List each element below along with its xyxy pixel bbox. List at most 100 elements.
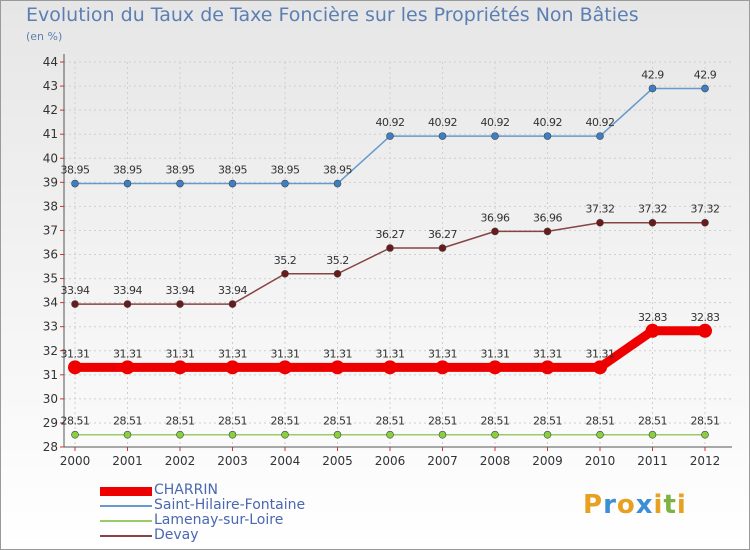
point-devay <box>176 300 184 308</box>
data-label-devay: 33.94 <box>61 284 90 297</box>
logo-letter: P <box>583 490 604 520</box>
y-tick-label: 39 <box>43 175 58 189</box>
data-label-lamenay-sur-loire: 28.51 <box>61 415 90 428</box>
point-lamenay-sur-loire <box>543 430 552 439</box>
point-devay <box>491 227 499 236</box>
data-label-charrin: 31.31 <box>586 347 615 360</box>
point-lamenay-sur-loire <box>701 430 709 439</box>
data-label-lamenay-sur-loire: 28.51 <box>166 415 195 428</box>
x-tick-label: 2010 <box>585 454 616 468</box>
point-saint-hilaire-fontaine <box>701 84 709 93</box>
data-label-lamenay-sur-loire: 28.51 <box>113 415 142 428</box>
data-label-devay: 36.27 <box>428 228 457 241</box>
grid <box>64 61 732 448</box>
data-label-devay: 36.27 <box>376 228 405 241</box>
data-label-saint-hilaire-fontaine: 38.95 <box>166 164 195 177</box>
point-saint-hilaire-fontaine <box>386 132 394 140</box>
point-saint-hilaire-fontaine <box>176 179 184 188</box>
logo-letter: i <box>676 490 687 520</box>
point-charrin <box>120 360 135 375</box>
data-label-saint-hilaire-fontaine: 42.9 <box>694 68 717 81</box>
chart-title: Evolution du Taux de Taxe Foncière sur l… <box>26 4 639 26</box>
point-charrin <box>225 360 240 375</box>
legend-label: CHARRIN <box>154 482 218 498</box>
logo-letter: t <box>663 490 677 520</box>
legend-swatch <box>100 486 152 496</box>
point-devay <box>543 227 552 236</box>
proxiti-logo: Proxiti <box>583 490 687 520</box>
x-tick-label: 2004 <box>270 454 301 468</box>
y-tick-label: 38 <box>43 199 58 213</box>
point-devay <box>648 218 657 227</box>
y-unit-label: (en %) <box>26 30 63 43</box>
legend-swatch <box>100 520 152 522</box>
y-tick-label: 31 <box>43 368 58 382</box>
point-saint-hilaire-fontaine <box>123 179 132 188</box>
point-saint-hilaire-fontaine <box>648 84 657 93</box>
y-tick-label: 42 <box>43 103 58 117</box>
point-saint-hilaire-fontaine <box>71 179 79 188</box>
legend-swatch <box>100 535 152 537</box>
data-label-lamenay-sur-loire: 28.51 <box>323 415 352 428</box>
data-label-devay: 35.2 <box>326 254 349 267</box>
data-label-charrin: 31.31 <box>113 347 142 360</box>
data-label-saint-hilaire-fontaine: 40.92 <box>586 116 615 129</box>
point-charrin <box>173 360 187 375</box>
point-devay <box>71 300 79 308</box>
data-label-saint-hilaire-fontaine: 38.95 <box>323 164 352 177</box>
x-tick-label: 2005 <box>322 454 353 468</box>
y-tick-label: 29 <box>43 416 58 430</box>
point-charrin <box>698 323 712 338</box>
point-devay <box>281 269 289 278</box>
point-charrin <box>540 360 555 375</box>
x-tick-label: 2003 <box>217 454 248 468</box>
point-charrin <box>645 323 660 338</box>
data-label-saint-hilaire-fontaine: 40.92 <box>376 116 405 129</box>
legend-label: Devay <box>154 527 199 543</box>
point-lamenay-sur-loire <box>648 430 657 439</box>
x-tick-label: 2001 <box>112 454 143 468</box>
data-label-saint-hilaire-fontaine: 40.92 <box>533 116 562 129</box>
point-charrin <box>330 360 345 375</box>
y-tick-label: 44 <box>43 55 58 69</box>
point-devay <box>386 244 394 252</box>
y-tick-label: 40 <box>43 151 58 165</box>
data-label-devay: 37.32 <box>586 203 615 216</box>
data-label-lamenay-sur-loire: 28.51 <box>691 415 720 428</box>
point-lamenay-sur-loire <box>333 430 342 439</box>
x-tick-label: 2008 <box>480 454 511 468</box>
point-devay <box>701 218 709 227</box>
data-label-charrin: 31.31 <box>218 347 247 360</box>
point-devay <box>596 218 604 227</box>
point-lamenay-sur-loire <box>491 430 499 439</box>
point-saint-hilaire-fontaine <box>228 179 237 188</box>
data-label-charrin: 31.31 <box>428 347 457 360</box>
data-label-lamenay-sur-loire: 28.51 <box>638 415 667 428</box>
point-saint-hilaire-fontaine <box>491 132 499 140</box>
data-label-devay: 37.32 <box>638 203 667 216</box>
point-saint-hilaire-fontaine <box>281 179 289 188</box>
y-tick-label: 34 <box>43 296 58 310</box>
data-label-devay: 35.2 <box>274 254 297 267</box>
data-label-saint-hilaire-fontaine: 38.95 <box>113 164 142 177</box>
data-label-saint-hilaire-fontaine: 40.92 <box>481 116 510 129</box>
point-lamenay-sur-loire <box>386 430 394 439</box>
point-devay <box>123 300 132 308</box>
point-charrin <box>488 360 502 375</box>
point-lamenay-sur-loire <box>71 430 79 439</box>
logo-letter: i <box>653 490 664 520</box>
point-saint-hilaire-fontaine <box>333 179 342 188</box>
y-tick-label: 30 <box>43 392 58 406</box>
x-tick-label: 2011 <box>637 454 668 468</box>
data-label-devay: 33.94 <box>166 284 195 297</box>
point-saint-hilaire-fontaine <box>596 132 604 140</box>
data-label-saint-hilaire-fontaine: 38.95 <box>61 164 90 177</box>
y-tick-label: 33 <box>43 320 58 334</box>
x-tick-label: 2000 <box>60 454 91 468</box>
data-label-charrin: 32.83 <box>638 311 667 324</box>
data-label-lamenay-sur-loire: 28.51 <box>428 415 457 428</box>
data-label-charrin: 31.31 <box>166 347 195 360</box>
point-charrin <box>435 360 450 375</box>
data-label-saint-hilaire-fontaine: 42.9 <box>641 68 664 81</box>
